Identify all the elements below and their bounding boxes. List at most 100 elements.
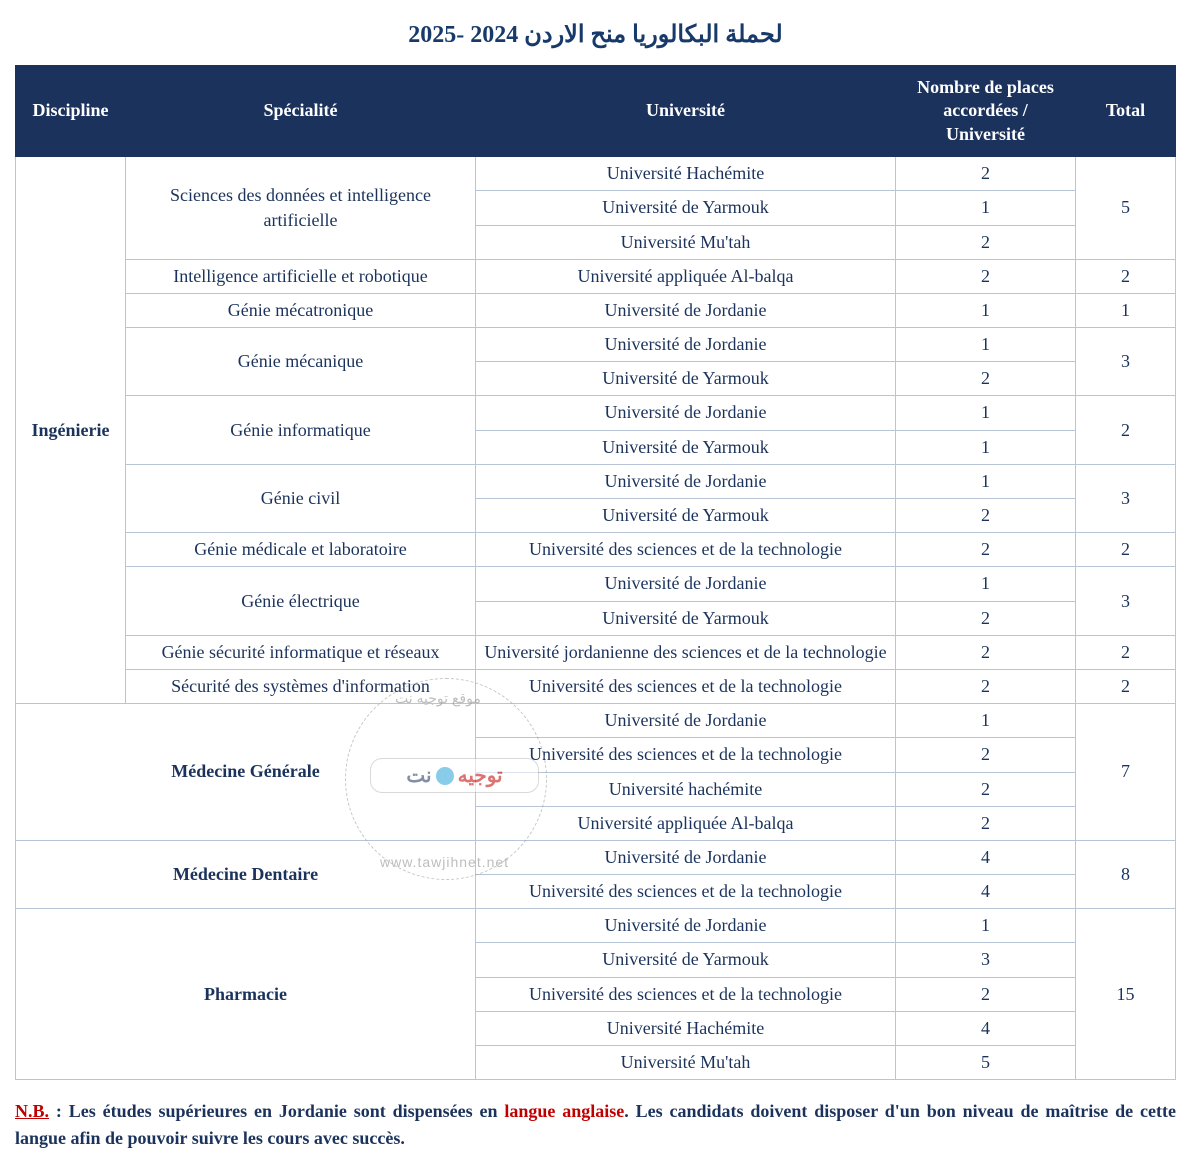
universite-cell: Université Mu'tah: [476, 1046, 896, 1080]
universite-cell: Université des sciences et de la technol…: [476, 669, 896, 703]
places-cell: 2: [896, 806, 1076, 840]
places-cell: 2: [896, 601, 1076, 635]
total-cell: 2: [1076, 533, 1176, 567]
universite-cell: Université de Jordanie: [476, 840, 896, 874]
nb-before: : Les études supérieures en Jordanie son…: [49, 1101, 504, 1121]
table-row: Génie mécatroniqueUniversité de Jordanie…: [16, 293, 1176, 327]
places-cell: 1: [896, 704, 1076, 738]
places-cell: 1: [896, 430, 1076, 464]
total-cell: 3: [1076, 328, 1176, 396]
total-cell: 8: [1076, 840, 1176, 908]
table-row: Génie mécaniqueUniversité de Jordanie13: [16, 328, 1176, 362]
table-row: Médecine GénéraleUniversité de Jordanie1…: [16, 704, 1176, 738]
merged-discipline-cell: Pharmacie: [16, 909, 476, 1080]
places-cell: 2: [896, 738, 1076, 772]
places-cell: 1: [896, 567, 1076, 601]
places-cell: 2: [896, 225, 1076, 259]
total-cell: 2: [1076, 396, 1176, 464]
total-cell: 2: [1076, 669, 1176, 703]
specialite-cell: Génie informatique: [126, 396, 476, 464]
col-discipline: Discipline: [16, 66, 126, 157]
table-row: Génie sécurité informatique et réseauxUn…: [16, 635, 1176, 669]
table-row: Intelligence artificielle et robotiqueUn…: [16, 259, 1176, 293]
universite-cell: Université de Jordanie: [476, 909, 896, 943]
universite-cell: Université de Yarmouk: [476, 362, 896, 396]
table-row: Génie médicale et laboratoireUniversité …: [16, 533, 1176, 567]
places-cell: 2: [896, 533, 1076, 567]
specialite-cell: Génie civil: [126, 464, 476, 532]
page-title: لحملة البكالوريا منح الاردن 2024 -2025: [15, 20, 1176, 49]
universite-cell: Université Hachémite: [476, 157, 896, 191]
universite-cell: Université de Yarmouk: [476, 499, 896, 533]
places-cell: 4: [896, 840, 1076, 874]
universite-cell: Université des sciences et de la technol…: [476, 875, 896, 909]
places-cell: 5: [896, 1046, 1076, 1080]
total-cell: 1: [1076, 293, 1176, 327]
places-cell: 1: [896, 909, 1076, 943]
universite-cell: Université de Jordanie: [476, 567, 896, 601]
universite-cell: Université de Jordanie: [476, 396, 896, 430]
universite-cell: Université jordanienne des sciences et d…: [476, 635, 896, 669]
places-cell: 2: [896, 157, 1076, 191]
total-cell: 15: [1076, 909, 1176, 1080]
scholarship-table: Discipline Spécialité Université Nombre …: [15, 65, 1176, 1080]
col-specialite: Spécialité: [126, 66, 476, 157]
universite-cell: Université de Yarmouk: [476, 601, 896, 635]
col-universite: Université: [476, 66, 896, 157]
table-row: Médecine DentaireUniversité de Jordanie4…: [16, 840, 1176, 874]
nb-label: N.B.: [15, 1101, 49, 1121]
places-cell: 2: [896, 669, 1076, 703]
table-row: IngénierieSciences des données et intell…: [16, 157, 1176, 191]
table-row: PharmacieUniversité de Jordanie115: [16, 909, 1176, 943]
places-cell: 2: [896, 499, 1076, 533]
total-cell: 2: [1076, 259, 1176, 293]
total-cell: 7: [1076, 704, 1176, 841]
universite-cell: Université Mu'tah: [476, 225, 896, 259]
col-places: Nombre de places accordées / Université: [896, 66, 1076, 157]
places-cell: 4: [896, 875, 1076, 909]
universite-cell: Université des sciences et de la technol…: [476, 533, 896, 567]
universite-cell: Université de Jordanie: [476, 704, 896, 738]
places-cell: 2: [896, 977, 1076, 1011]
universite-cell: Université de Yarmouk: [476, 943, 896, 977]
universite-cell: Université de Jordanie: [476, 293, 896, 327]
places-cell: 4: [896, 1011, 1076, 1045]
places-cell: 1: [896, 396, 1076, 430]
total-cell: 2: [1076, 635, 1176, 669]
discipline-cell: Ingénierie: [16, 157, 126, 704]
places-cell: 1: [896, 191, 1076, 225]
universite-cell: Université appliquée Al-balqa: [476, 259, 896, 293]
table-header-row: Discipline Spécialité Université Nombre …: [16, 66, 1176, 157]
merged-discipline-cell: Médecine Dentaire: [16, 840, 476, 908]
universite-cell: Université hachémite: [476, 772, 896, 806]
places-cell: 2: [896, 635, 1076, 669]
universite-cell: Université de Jordanie: [476, 464, 896, 498]
universite-cell: Université de Jordanie: [476, 328, 896, 362]
universite-cell: Université appliquée Al-balqa: [476, 806, 896, 840]
specialite-cell: Génie mécatronique: [126, 293, 476, 327]
specialite-cell: Génie sécurité informatique et réseaux: [126, 635, 476, 669]
universite-cell: Université de Yarmouk: [476, 191, 896, 225]
table-row: Génie électriqueUniversité de Jordanie13: [16, 567, 1176, 601]
specialite-cell: Sciences des données et intelligence art…: [126, 157, 476, 260]
places-cell: 3: [896, 943, 1076, 977]
merged-discipline-cell: Médecine Générale: [16, 704, 476, 841]
places-cell: 2: [896, 259, 1076, 293]
universite-cell: Université Hachémite: [476, 1011, 896, 1045]
table-row: Génie civilUniversité de Jordanie13: [16, 464, 1176, 498]
places-cell: 2: [896, 362, 1076, 396]
specialite-cell: Génie mécanique: [126, 328, 476, 396]
nota-bene: N.B. : Les études supérieures en Jordani…: [15, 1098, 1176, 1152]
specialite-cell: Génie médicale et laboratoire: [126, 533, 476, 567]
places-cell: 1: [896, 293, 1076, 327]
places-cell: 1: [896, 464, 1076, 498]
places-cell: 2: [896, 772, 1076, 806]
total-cell: 3: [1076, 464, 1176, 532]
specialite-cell: Intelligence artificielle et robotique: [126, 259, 476, 293]
specialite-cell: Sécurité des systèmes d'information: [126, 669, 476, 703]
nb-highlight: langue anglaise: [504, 1101, 624, 1121]
universite-cell: Université de Yarmouk: [476, 430, 896, 464]
table-row: Génie informatiqueUniversité de Jordanie…: [16, 396, 1176, 430]
col-total: Total: [1076, 66, 1176, 157]
universite-cell: Université des sciences et de la technol…: [476, 977, 896, 1011]
